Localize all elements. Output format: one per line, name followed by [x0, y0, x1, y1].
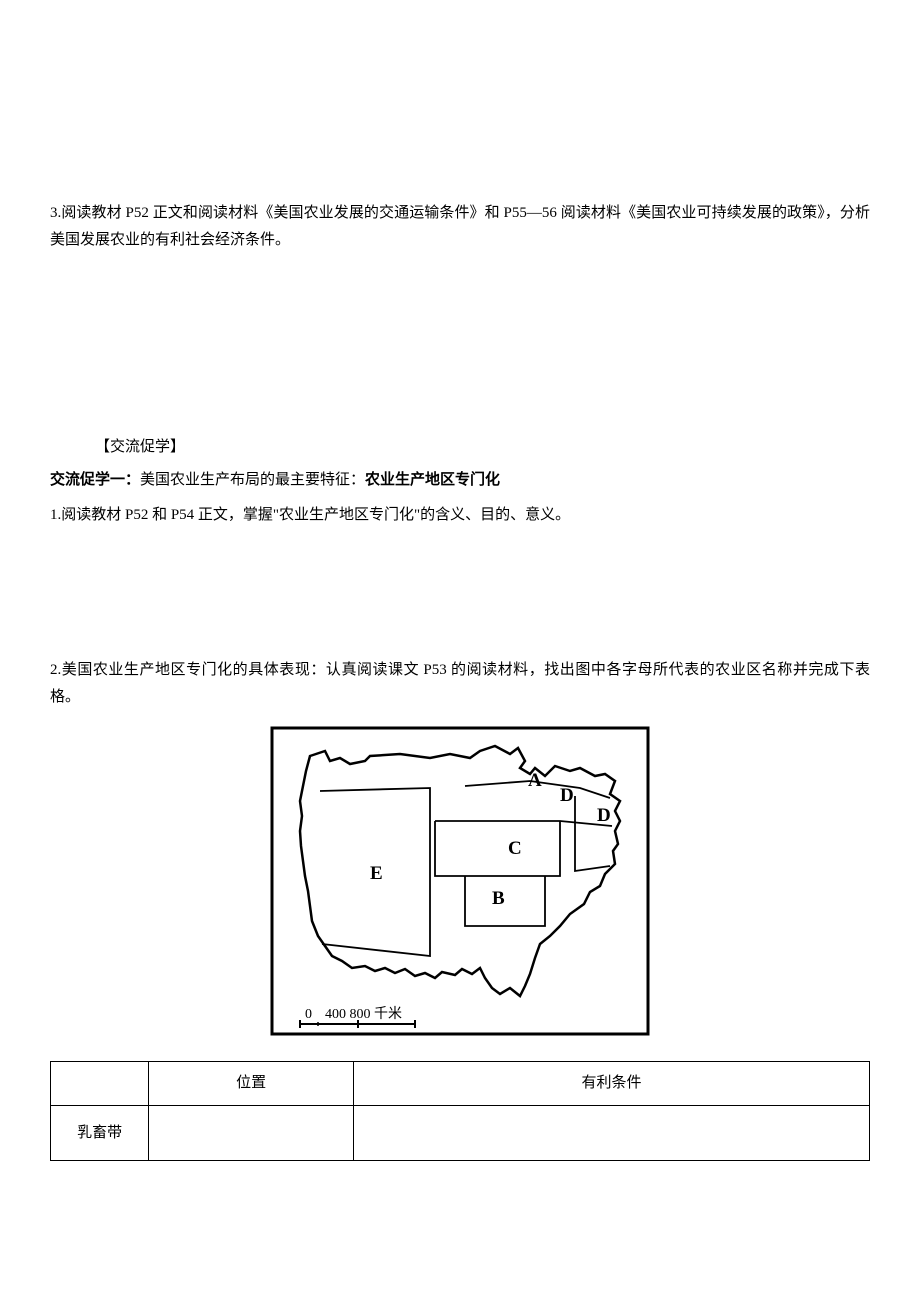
header-col3: 有利条件 [354, 1062, 870, 1106]
map-svg: A D D C B E 0 400 800 千米 [270, 726, 650, 1036]
row1-conditions [354, 1106, 870, 1161]
label-d: D [560, 785, 574, 806]
label-a: A [528, 770, 542, 791]
item-1: 1.阅读教材 P52 和 P54 正文，掌握"农业生产地区专门化"的含义、目的、… [50, 502, 870, 529]
label-b: B [492, 888, 505, 909]
header-col2: 位置 [149, 1062, 354, 1106]
row1-label: 乳畜带 [51, 1106, 149, 1161]
agriculture-table: 位置 有利条件 乳畜带 [50, 1061, 870, 1161]
section-header-text: 【交流促学】 [95, 439, 185, 455]
exchange-title: 交流促学一：美国农业生产布局的最主要特征：农业生产地区专门化 [50, 467, 870, 494]
scale-text: 400 800 千米 [325, 1006, 402, 1022]
exchange-prefix: 交流促学一： [50, 472, 140, 488]
exchange-rest: 美国农业生产布局的最主要特征： [140, 472, 365, 488]
paragraph-3: 3.阅读教材 P52 正文和阅读材料《美国农业发展的交通运输条件》和 P55—5… [50, 200, 870, 254]
row1-location [149, 1106, 354, 1161]
item-2: 2.美国农业生产地区专门化的具体表现：认真阅读课文 P53 的阅读材料，找出图中… [50, 657, 870, 711]
spacer-1 [50, 537, 870, 657]
usa-map: A D D C B E 0 400 800 千米 [50, 726, 870, 1046]
label-c: C [508, 838, 522, 859]
scale-zero: 0 [305, 1007, 312, 1022]
item2-text: 2.美国农业生产地区专门化的具体表现：认真阅读课文 P53 的阅读材料，找出图中… [50, 662, 870, 705]
label-d2: D [597, 805, 611, 826]
table-header-row: 位置 有利条件 [51, 1062, 870, 1106]
section-header: 【交流促学】 [50, 434, 870, 461]
para3-text: 3.阅读教材 P52 正文和阅读材料《美国农业发展的交通运输条件》和 P55—5… [50, 205, 870, 248]
header-col1 [51, 1062, 149, 1106]
exchange-bold: 农业生产地区专门化 [365, 472, 500, 488]
table-row: 乳畜带 [51, 1106, 870, 1161]
label-e: E [370, 863, 383, 884]
item1-text: 1.阅读教材 P52 和 P54 正文，掌握"农业生产地区专门化"的含义、目的、… [50, 507, 570, 523]
